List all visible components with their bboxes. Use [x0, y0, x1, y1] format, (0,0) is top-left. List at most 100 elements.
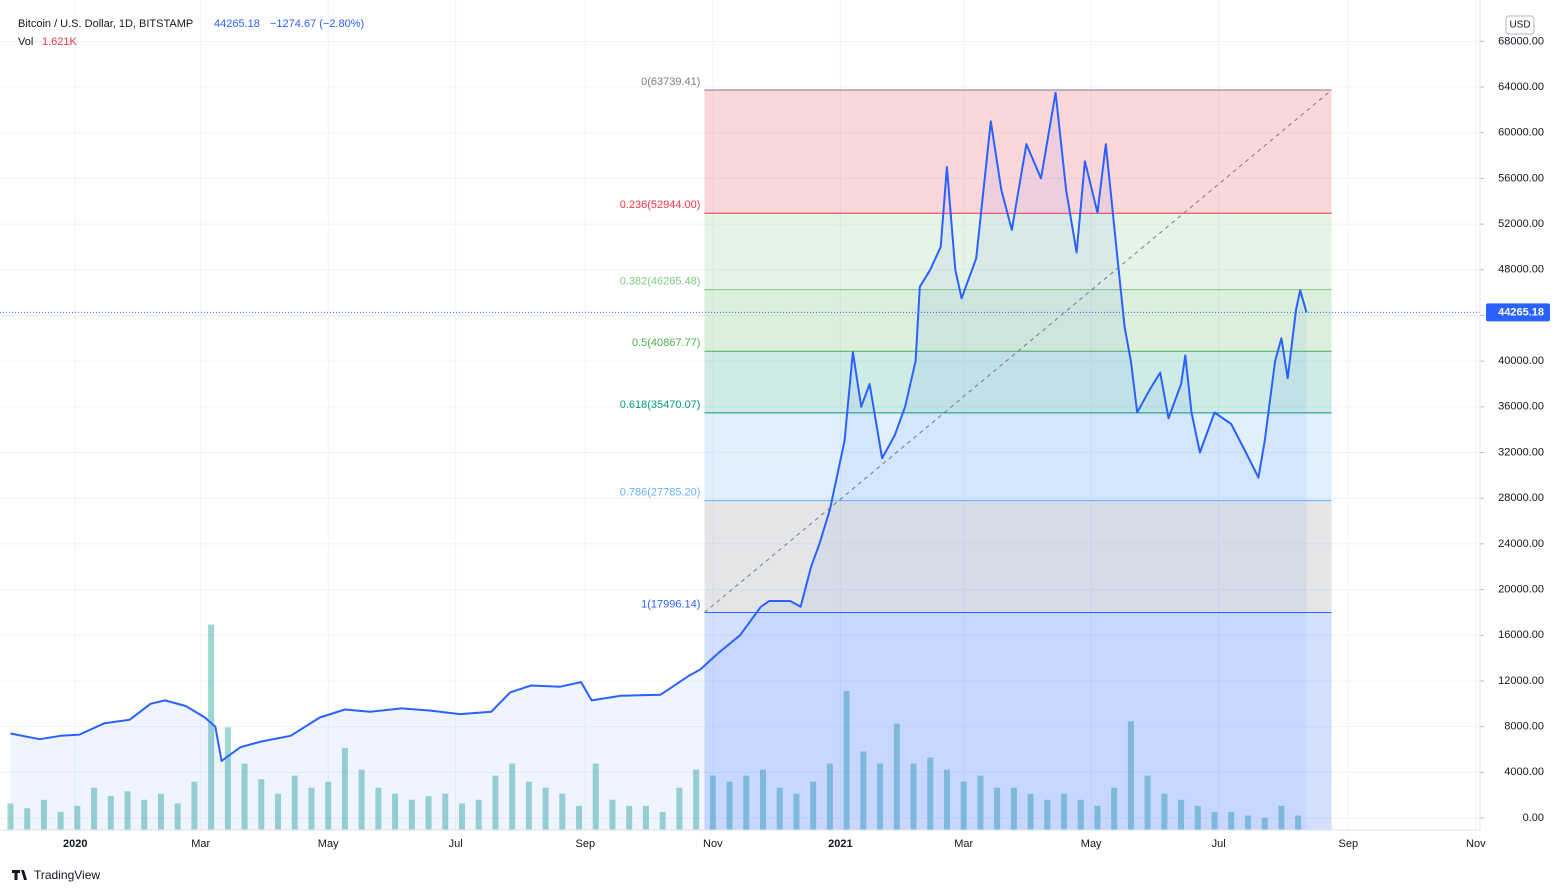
volume-bar: [994, 787, 1001, 830]
volume-bar: [458, 803, 465, 830]
volume-bar: [442, 793, 449, 830]
brand-logo: [12, 870, 27, 880]
x-tick-label: 2021: [828, 838, 852, 850]
volume-bar: [609, 799, 616, 830]
volume-bar: [1010, 787, 1017, 830]
volume-bar: [559, 793, 566, 830]
volume-bar: [576, 805, 583, 830]
y-tick-label: 56000.00: [1498, 172, 1544, 184]
x-tick-label: Jul: [1212, 838, 1226, 850]
volume-bar: [492, 775, 499, 830]
y-tick-label: 20000.00: [1498, 583, 1544, 595]
volume-bar: [325, 781, 332, 830]
last-price-box: [1486, 303, 1550, 322]
volume-title: Vol: [18, 36, 33, 48]
volume-bar: [224, 727, 231, 830]
volume-bar: [626, 805, 633, 830]
volume-bar: [1278, 805, 1285, 830]
grid: [0, 0, 1480, 830]
volume-bar: [241, 763, 248, 830]
y-tick-label: 64000.00: [1498, 81, 1544, 93]
fib-label: 0.786(27785.20): [620, 487, 701, 499]
y-tick-label: 12000.00: [1498, 675, 1544, 687]
volume-bar: [860, 751, 867, 830]
volume-pane: [7, 624, 1302, 830]
volume-bar: [1027, 793, 1034, 830]
y-tick-label: 32000.00: [1498, 446, 1544, 458]
x-tick-label: Nov: [1466, 838, 1486, 850]
volume-bar: [1061, 793, 1068, 830]
volume-bar: [893, 723, 900, 830]
brand: TradingView: [34, 868, 100, 882]
fib-label: 1(17996.14): [641, 598, 700, 610]
volume-bar: [174, 803, 181, 830]
volume-bar: [141, 799, 148, 830]
volume-bar: [24, 808, 31, 830]
fib-zone: [704, 213, 1332, 290]
x-tick-label: Sep: [1339, 838, 1359, 850]
volume-bar: [258, 779, 265, 830]
volume-bar: [676, 787, 683, 830]
volume-bar: [1228, 811, 1235, 830]
fib-zone: [704, 500, 1332, 613]
volume-bar: [659, 811, 666, 830]
fib-zone: [704, 351, 1332, 413]
volume-bar: [1194, 805, 1201, 830]
fib-trend: [704, 89, 1332, 613]
volume-bar: [107, 796, 114, 830]
volume-bar: [1144, 775, 1151, 830]
volume-bar: [877, 763, 884, 830]
price-area: [10, 92, 1307, 830]
price-line: [10, 91, 1308, 762]
y-tick-label: 40000.00: [1498, 355, 1544, 367]
volume-bar: [542, 787, 549, 830]
axes: 0.00 4000.00 8000.00 12000.00 16000.00 20000.…: [0, 35, 1550, 850]
fib-label: 0.236(52944.00): [620, 199, 701, 211]
volume-bar: [1211, 811, 1218, 830]
y-tick-label: 16000.00: [1498, 629, 1544, 641]
volume-bar: [776, 787, 783, 830]
currency[interactable]: USD: [1509, 20, 1530, 31]
price-pane: [10, 91, 1308, 830]
fib-zone: [704, 289, 1332, 352]
volume-bar: [1111, 787, 1118, 830]
volume-last: 1.621K: [42, 36, 78, 48]
volume-bar: [960, 781, 967, 830]
volume-bar: [358, 769, 365, 830]
volume-bar: [525, 781, 532, 830]
volume-bar: [943, 769, 950, 830]
y-tick-label: 52000.00: [1498, 218, 1544, 230]
volume-bar: [1161, 793, 1168, 830]
volume-bar: [693, 769, 700, 830]
volume-bar: [291, 775, 298, 830]
currency-box[interactable]: [1505, 15, 1535, 35]
y-tick-label: 28000.00: [1498, 492, 1544, 504]
x-tick-label: Mar: [191, 838, 210, 850]
volume-bar: [191, 781, 198, 830]
volume-bar: [743, 775, 750, 830]
volume-bar: [642, 805, 649, 830]
x-tick-label: 2020: [63, 838, 87, 850]
volume-bar: [392, 793, 399, 830]
volume-bar: [709, 775, 716, 830]
volume-bar: [1094, 805, 1101, 830]
volume-bar: [40, 799, 47, 830]
volume-bar: [843, 691, 850, 830]
x-tick-label: May: [1081, 838, 1102, 850]
volume-bar: [91, 787, 98, 830]
volume-bar: [475, 799, 482, 830]
volume-bar: [592, 763, 599, 830]
volume-bar: [509, 763, 516, 830]
volume-bar: [375, 787, 382, 830]
y-tick-label: 0.00: [1523, 812, 1544, 824]
volume-bar: [1127, 721, 1134, 830]
y-tick-label: 4000.00: [1504, 766, 1544, 778]
volume-bar: [810, 781, 817, 830]
price-change: −1274.67 (−2.80%): [270, 18, 364, 30]
x-tick-label: Jul: [449, 838, 463, 850]
y-tick-label: 60000.00: [1498, 127, 1544, 139]
x-tick-label: May: [318, 838, 339, 850]
volume-bar: [1077, 799, 1084, 830]
